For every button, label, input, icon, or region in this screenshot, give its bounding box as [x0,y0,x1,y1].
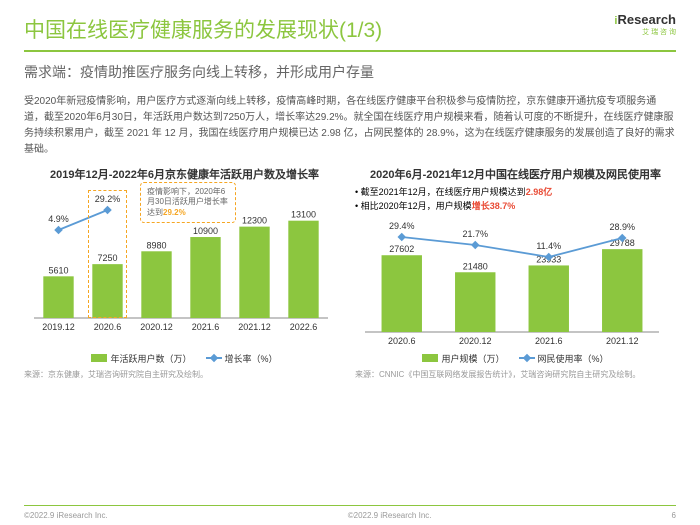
title-divider [24,50,676,52]
svg-text:2020.6: 2020.6 [94,322,122,332]
svg-text:21.7%: 21.7% [462,229,488,239]
svg-text:2021.6: 2021.6 [192,322,220,332]
left-chart-legend: 年活跃用户数（万） 增长率（%） [24,352,345,365]
left-chart-column: 2019年12月-2022年6月京东健康年活跃用户数及增长率 5610 2019.… [24,166,345,380]
right-chart-source: 来源：CNNIC《中国互联网络发展报告统计》，艾瑞咨询研究院自主研究及绘制。 [355,369,676,380]
svg-text:28.9%: 28.9% [609,222,635,232]
charts-row: 2019年12月-2022年6月京东健康年活跃用户数及增长率 5610 2019.… [0,158,700,380]
svg-text:4.9%: 4.9% [48,214,69,224]
body-paragraph: 受2020年新冠疫情影响，用户医疗方式逐渐向线上转移，疫情高峰时期，各在线医疗健… [0,94,700,158]
svg-text:2021.12: 2021.12 [238,322,271,332]
right-chart-bullets: • 截至2021年12月，在线医疗用户规模达到2.98亿• 相比2020年12月… [355,186,676,213]
right-chart-title: 2020年6月-2021年12月中国在线医疗用户规模及网民使用率 [355,166,676,182]
right-chart-column: 2020年6月-2021年12月中国在线医疗用户规模及网民使用率 • 截至202… [355,166,676,380]
svg-text:11.4%: 11.4% [536,241,561,251]
svg-text:2020.12: 2020.12 [140,322,173,332]
highlight-dashed-box [88,190,126,318]
right-chart: 276022020.6214802020.12239332021.6297882… [355,215,676,350]
svg-text:29.4%: 29.4% [389,221,415,231]
left-chart: 56102019.1272502020.689802020.1210900202… [24,186,345,350]
page-subtitle: 需求端：疫情助推医疗服务向线上转移，并形成用户存量 [24,62,676,82]
growth-callout: 疫情影响下，2020年6月30日活跃用户增长率达到29.2% [140,182,236,223]
left-chart-title: 2019年12月-2022年6月京东健康年活跃用户数及增长率 [24,166,345,182]
svg-text:2021.12: 2021.12 [606,336,639,346]
svg-text:2021.6: 2021.6 [535,336,563,346]
footer: ©2022.9 iResearch Inc. ©2022.9 iResearch… [0,505,700,525]
footer-copyright-center: ©2022.9 iResearch Inc. [348,511,432,520]
svg-text:2022.6: 2022.6 [290,322,318,332]
svg-text:2020.6: 2020.6 [388,336,416,346]
svg-text:27602: 27602 [389,244,414,254]
svg-text:5610: 5610 [48,265,68,275]
footer-page-number: 6 [672,511,676,520]
left-chart-source: 来源：京东健康，艾瑞咨询研究院自主研究及绘制。 [24,369,345,380]
svg-text:2019.12: 2019.12 [42,322,75,332]
svg-text:2020.12: 2020.12 [459,336,492,346]
svg-text:13100: 13100 [291,210,316,220]
right-chart-legend: 用户规模（万） 网民使用率（%） [355,352,676,365]
header: 中国在线医疗健康服务的发展现状(1/3) 需求端：疫情助推医疗服务向线上转移，并… [0,0,700,94]
footer-copyright-left: ©2022.9 iResearch Inc. [24,511,108,520]
svg-text:21480: 21480 [463,261,488,271]
svg-text:10900: 10900 [193,226,218,236]
svg-text:12300: 12300 [242,216,267,226]
page-title: 中国在线医疗健康服务的发展现状(1/3) [24,14,676,44]
svg-text:8980: 8980 [146,240,166,250]
